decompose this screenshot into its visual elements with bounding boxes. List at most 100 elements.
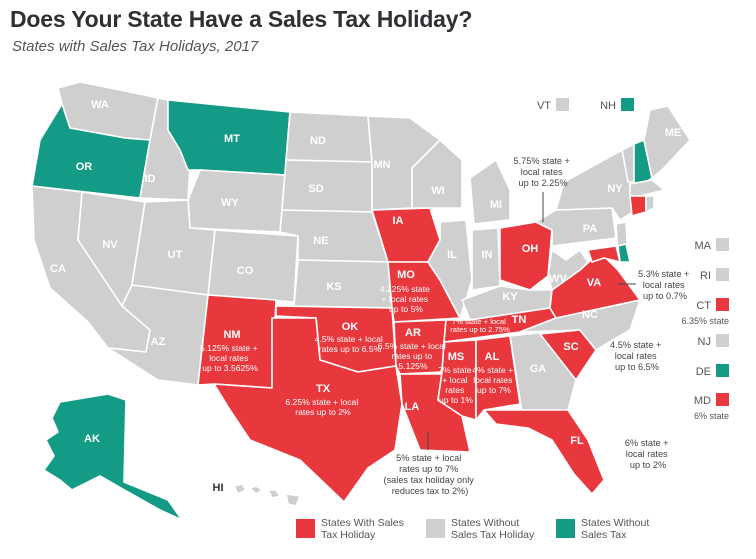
- side-label-de: DE: [696, 366, 711, 378]
- state-label-me: ME: [665, 127, 682, 139]
- legend-label-no-holiday: States Without Sales Tax Holiday: [451, 517, 535, 541]
- side-label-md: MD: [694, 395, 711, 407]
- state-md: [587, 245, 621, 263]
- state-label-al: AL: [485, 351, 500, 363]
- state-label-ia: IA: [393, 215, 404, 227]
- state-label-nc: NC: [582, 309, 598, 321]
- state-label-az: AZ: [151, 336, 166, 348]
- state-label-sc: SC: [563, 341, 578, 353]
- state-label-tx: TX: [316, 383, 331, 395]
- note-fl: 6% state + local rates up to 2%: [625, 438, 671, 470]
- note-ar: 6.5% state + local rates up to 5.125%: [378, 341, 448, 371]
- state-label-ne: NE: [313, 235, 328, 247]
- side-swatch-ct: [716, 298, 729, 311]
- state-ma: [629, 179, 665, 197]
- side-swatch-nh: [621, 98, 634, 111]
- state-oh: [499, 221, 553, 291]
- page-title: Does Your State Have a Sales Tax Holiday…: [10, 6, 473, 32]
- state-label-il: IL: [447, 249, 457, 261]
- note-va: 5.3% state + local rates up to 0.7%: [638, 269, 692, 301]
- state-ri: [645, 195, 655, 213]
- state-label-ca: CA: [50, 263, 66, 275]
- side-swatch-ma: [716, 238, 729, 251]
- state-label-nm: NM: [223, 329, 240, 341]
- state-label-in: IN: [482, 249, 493, 261]
- state-label-sd: SD: [308, 183, 323, 195]
- state-ct: [629, 195, 647, 217]
- state-wy: [187, 169, 286, 233]
- legend-swatch-no-sales-tax: [556, 519, 575, 538]
- side-swatch-md: [716, 393, 729, 406]
- side-note-md: 6% state: [694, 411, 729, 421]
- state-de: [617, 243, 631, 263]
- state-label-ak: AK: [84, 433, 100, 445]
- state-label-co: CO: [237, 265, 254, 277]
- state-label-ny: NY: [607, 183, 623, 195]
- state-label-fl: FL: [570, 435, 584, 447]
- state-mi: [469, 159, 511, 225]
- state-label-mt: MT: [224, 133, 240, 145]
- state-tx: [213, 317, 403, 503]
- page-subtitle: States with Sales Tax Holidays, 2017: [12, 38, 259, 55]
- state-label-nv: NV: [102, 239, 118, 251]
- state-hi-island-3: [267, 489, 281, 499]
- state-nm: [197, 294, 277, 389]
- state-me: [643, 105, 691, 179]
- state-label-wv: WV: [549, 273, 567, 285]
- side-label-ma: MA: [695, 240, 712, 252]
- side-swatch-vt: [556, 98, 569, 111]
- state-label-ut: UT: [168, 249, 183, 261]
- note-oh: 5.75% state + local rates up to 2.25%: [513, 156, 572, 188]
- state-label-la: LA: [405, 401, 420, 413]
- side-label-vt: VT: [537, 100, 551, 112]
- side-label-ri: RI: [700, 270, 711, 282]
- note-al: 4% state + local rates up to 7%: [472, 365, 515, 395]
- state-il: [427, 219, 473, 319]
- state-label-oh: OH: [522, 243, 539, 255]
- side-swatch-ri: [716, 268, 729, 281]
- state-al: [475, 335, 521, 421]
- state-fl: [483, 409, 605, 495]
- side-swatch-de: [716, 364, 729, 377]
- state-label-tn: TN: [512, 314, 527, 326]
- side-label-nj: NJ: [698, 336, 711, 348]
- state-label-mn: MN: [373, 159, 390, 171]
- legend-swatch-holiday: [296, 519, 315, 538]
- side-label-ct: CT: [696, 300, 711, 312]
- state-hi-island-4: [285, 493, 301, 507]
- note-sc: 4.5% state + local rates up to 6.5%: [610, 340, 664, 372]
- side-label-nh: NH: [600, 100, 616, 112]
- note-ms: 7% state + local rates up to 1%: [438, 365, 474, 405]
- state-sd: [281, 159, 373, 213]
- state-label-or: OR: [76, 161, 93, 173]
- side-note-ct: 6.35% state: [681, 316, 729, 326]
- state-label-id: ID: [145, 173, 156, 185]
- note-tx: 6.25% state + local rates up to 2%: [285, 397, 360, 417]
- state-label-mi: MI: [490, 199, 502, 211]
- state-label-ar: AR: [405, 327, 421, 339]
- state-ar: [393, 319, 447, 375]
- state-label-hi: HI: [213, 482, 224, 494]
- state-wv: [547, 249, 589, 291]
- state-label-wa: WA: [91, 99, 109, 111]
- state-label-ky: KY: [502, 291, 518, 303]
- state-label-wy: WY: [221, 197, 239, 209]
- state-wi: [411, 139, 463, 209]
- state-hi-island-1: [233, 483, 247, 495]
- legend-swatch-no-holiday: [426, 519, 445, 538]
- note-tn: 7% state + local rates up to 2.75%: [450, 317, 510, 334]
- state-label-nd: ND: [310, 135, 326, 147]
- state-label-mo: MO: [397, 269, 415, 281]
- note-la: 5% state + local rates up to 7% (sales t…: [384, 453, 477, 496]
- state-label-ga: GA: [530, 363, 547, 375]
- note-mo: 4.225% state + local rates up to 5%: [380, 284, 433, 314]
- state-label-ms: MS: [448, 351, 465, 363]
- note-nm: 5.125% state + local rates up to 3.5625%: [200, 343, 260, 373]
- state-nd: [285, 111, 373, 163]
- state-label-va: VA: [587, 277, 602, 289]
- state-label-wi: WI: [431, 185, 444, 197]
- state-hi-island-2: [249, 485, 263, 495]
- legend-label-no-sales-tax: States Without Sales Tax: [581, 517, 650, 541]
- state-label-ks: KS: [326, 281, 341, 293]
